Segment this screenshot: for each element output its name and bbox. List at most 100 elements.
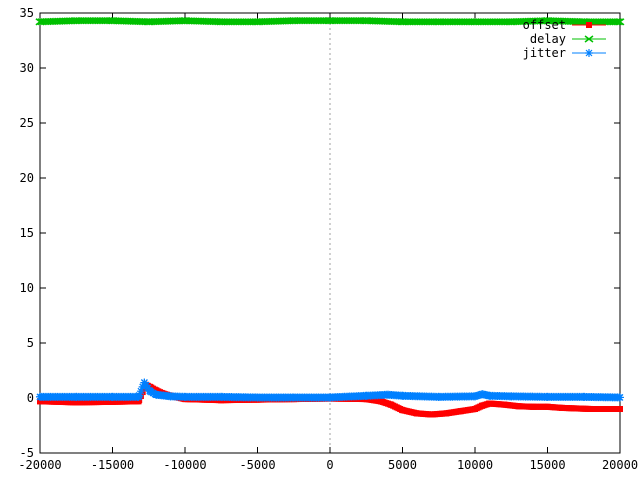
data-point [72, 392, 81, 401]
x-tick-label: 20000 [602, 458, 638, 472]
data-point [478, 390, 487, 399]
x-tick-label: -15000 [91, 458, 134, 472]
y-tick-label: 10 [20, 281, 34, 295]
data-point [530, 403, 536, 410]
data-point [615, 18, 625, 26]
data-point [434, 18, 444, 26]
data-point [143, 383, 152, 392]
data-point [37, 398, 43, 405]
data-point [139, 389, 146, 396]
data-point [479, 402, 486, 409]
data-point [384, 390, 392, 399]
data-point [470, 18, 480, 26]
data-point [216, 18, 226, 26]
data-point [486, 400, 493, 407]
data-point [543, 17, 552, 25]
data-point [472, 406, 478, 412]
data-point [613, 18, 623, 26]
data-point [144, 18, 154, 26]
data-point [544, 403, 551, 410]
data-point [428, 411, 435, 418]
y-tick-label: 25 [20, 116, 34, 130]
x-tick-label: 5000 [388, 458, 417, 472]
data-point [398, 18, 407, 26]
data-point [573, 405, 580, 412]
y-tick-label: 5 [27, 336, 34, 350]
data-point [289, 17, 299, 25]
x-tick-label: 15000 [529, 458, 565, 472]
data-point [71, 17, 81, 25]
data-point [501, 401, 507, 408]
data-point [485, 391, 494, 400]
data-point [166, 392, 175, 401]
data-point [108, 392, 117, 401]
data-point [443, 410, 449, 417]
data-point [543, 392, 552, 401]
y-tick-label: 15 [20, 226, 34, 240]
legend-label: jitter [523, 46, 566, 60]
x-tick-label: -20000 [18, 458, 61, 472]
data-point [253, 18, 262, 26]
data-point [559, 404, 565, 411]
data-point [602, 406, 609, 412]
y-tick-label: -5 [20, 446, 34, 460]
data-point [579, 392, 588, 401]
data-point [181, 392, 189, 401]
data-point [289, 393, 298, 402]
data-point [140, 378, 149, 387]
data-point [146, 387, 155, 396]
data-point [152, 390, 160, 399]
data-point [326, 393, 334, 402]
data-point [377, 398, 384, 405]
data-point [611, 18, 621, 26]
y-tick-label: 30 [20, 61, 34, 75]
y-tick-label: 0 [27, 391, 34, 405]
data-point [471, 392, 479, 401]
legend-label: offset [523, 18, 566, 32]
data-point [142, 381, 151, 390]
data-point [138, 382, 147, 391]
data-point [73, 399, 80, 406]
legend-marker [585, 49, 593, 57]
x-tick-label: 10000 [457, 458, 493, 472]
data-point [387, 401, 394, 408]
data-point [414, 410, 420, 417]
data-point [108, 17, 117, 25]
data-point [616, 393, 624, 402]
data-point [617, 406, 623, 412]
series-layer [35, 17, 625, 418]
data-point [134, 392, 143, 401]
legend-label: delay [530, 32, 566, 46]
data-point [325, 17, 335, 25]
data-point [506, 18, 516, 26]
data-point [180, 17, 190, 25]
legend-marker [586, 22, 592, 28]
data-point [136, 387, 145, 396]
data-point [515, 403, 522, 410]
data-point [135, 398, 142, 405]
data-point [361, 17, 371, 25]
data-point [399, 407, 406, 414]
legend-marker [584, 35, 594, 43]
data-point [253, 393, 262, 402]
y-tick-label: 35 [20, 6, 34, 20]
data-point [398, 391, 407, 400]
series-jitter [36, 378, 624, 402]
data-point [507, 392, 516, 401]
data-point [434, 392, 443, 401]
series-delay [35, 17, 625, 26]
data-point [588, 406, 594, 412]
data-point [35, 18, 45, 26]
x-tick-label: -10000 [163, 458, 206, 472]
data-point [109, 398, 116, 405]
axes-layer: -20000 -15000 -10000 -5000 0 5000 10000 15000 20… [18, 6, 638, 472]
data-point [457, 408, 464, 415]
x-tick-label: -5000 [239, 458, 275, 472]
data-point [36, 392, 44, 401]
data-point [217, 392, 226, 401]
data-point [362, 391, 371, 400]
y-tick-label: 20 [20, 171, 34, 185]
x-tick-label: 0 [326, 458, 333, 472]
